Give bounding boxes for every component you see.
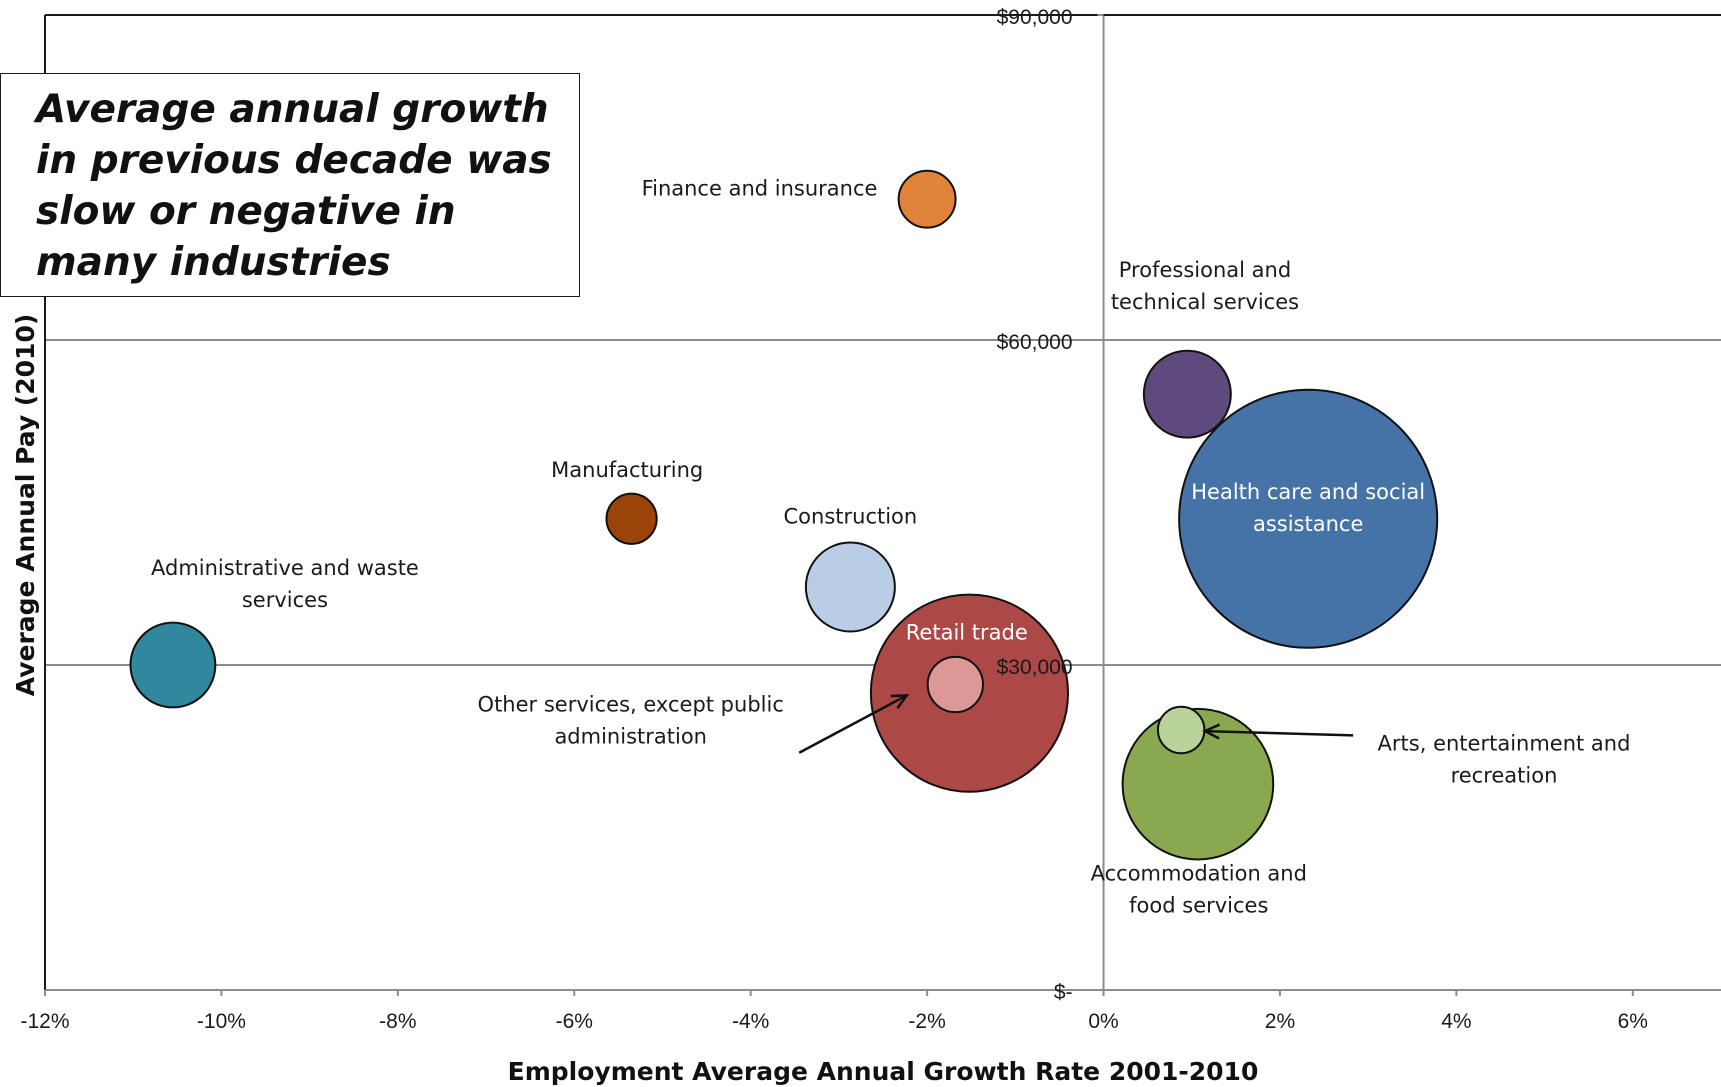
x-tick-label-9: 6% (1618, 1010, 1648, 1033)
bubble-label-4: Construction (784, 505, 918, 529)
bubble-label-9: Arts, entertainment and recreation (1378, 731, 1631, 787)
y-tick-label-2: $60,000 (997, 331, 1073, 354)
leader-arrow-arts (1204, 729, 1354, 737)
bubble-label-line: services (242, 588, 328, 612)
leader-arrow-other-services-head (890, 693, 910, 709)
bubble-label-line: Arts, entertainment and (1378, 731, 1631, 755)
bubble-label-line: assistance (1253, 512, 1363, 536)
x-tick-label-8: 4% (1441, 1010, 1471, 1033)
bubble-label-3: Manufacturing (551, 458, 703, 482)
tick-labels: -12% -10% -8% -6% -4% -2% 0% 2% 4% 6% $- $30,000 $60… (20, 6, 1647, 1033)
bubble-label-line: Retail trade (906, 621, 1028, 645)
leader-arrow-arts-head (1202, 723, 1221, 740)
x-axis-title: Employment Average Annual Growth Rate 20… (508, 1057, 1259, 1086)
x-tick-label-7: 2% (1265, 1010, 1295, 1033)
bubble-1 (1142, 349, 1232, 439)
bubble-label-line: Manufacturing (551, 458, 703, 482)
bubble-label-line: Accommodation and (1091, 861, 1307, 885)
bubble-label-line: Construction (784, 505, 918, 529)
y-tick-label-1: $30,000 (997, 656, 1073, 679)
bubble-label-line: food services (1129, 893, 1268, 917)
bubble-3 (605, 492, 658, 545)
x-tick-label-6: 0% (1088, 1010, 1118, 1033)
x-tick-label-5: -2% (908, 1010, 945, 1033)
x-tick-label-3: -6% (556, 1010, 593, 1033)
bubble-label-2: Health care and social assistance (1191, 480, 1425, 536)
annotation-text: Average annual growth in previous decade… (36, 87, 552, 285)
bubble-4 (804, 541, 896, 633)
bubble-0 (897, 169, 957, 229)
bubble-label-line: Health care and social (1191, 480, 1425, 504)
x-tick-label-4: -4% (732, 1010, 769, 1033)
bubble-label-0: Finance and insurance (642, 176, 878, 200)
bubble-label-7: Other services, except public administrat… (478, 692, 784, 748)
bubble-label-line: technical services (1111, 290, 1299, 314)
y-axis-title: Average Annual Pay (2010) (11, 314, 40, 697)
bubble-labels: Finance and insurance Professional and tec… (151, 176, 1630, 917)
leader-arrow-other-services (798, 694, 908, 754)
bubble-5 (129, 621, 217, 709)
bubble-label-line: Administrative and waste (151, 556, 419, 580)
bubble-label-1: Professional and technical services (1111, 258, 1299, 314)
bubble-2 (1178, 388, 1439, 649)
y-tick-label-0: $- (1054, 981, 1073, 1004)
bubble-8 (1121, 707, 1275, 861)
bubble-label-5: Administrative and waste services (151, 556, 419, 612)
bubble-label-8: Accommodation and food services (1091, 861, 1307, 917)
x-tick-label-1: -10% (197, 1010, 246, 1033)
bubble-label-6: Retail trade (906, 621, 1028, 645)
bubble-label-line: administration (554, 724, 707, 748)
bubble-7 (926, 655, 984, 714)
x-tick-label-2: -8% (379, 1010, 416, 1033)
bubble-label-line: Other services, except public (478, 692, 784, 716)
bubble-label-line: Professional and (1119, 258, 1291, 282)
x-tick-label-0: -12% (20, 1010, 69, 1033)
annotation-box: Average annual growth in previous decade… (0, 73, 580, 297)
bubble-9 (1156, 705, 1206, 755)
bubbles (129, 169, 1439, 861)
y-tick-label-3: $90,000 (997, 6, 1073, 29)
bubble-label-line: recreation (1451, 763, 1558, 787)
grid-lines (44, 14, 1721, 996)
bubble-label-line: Finance and insurance (642, 176, 878, 200)
